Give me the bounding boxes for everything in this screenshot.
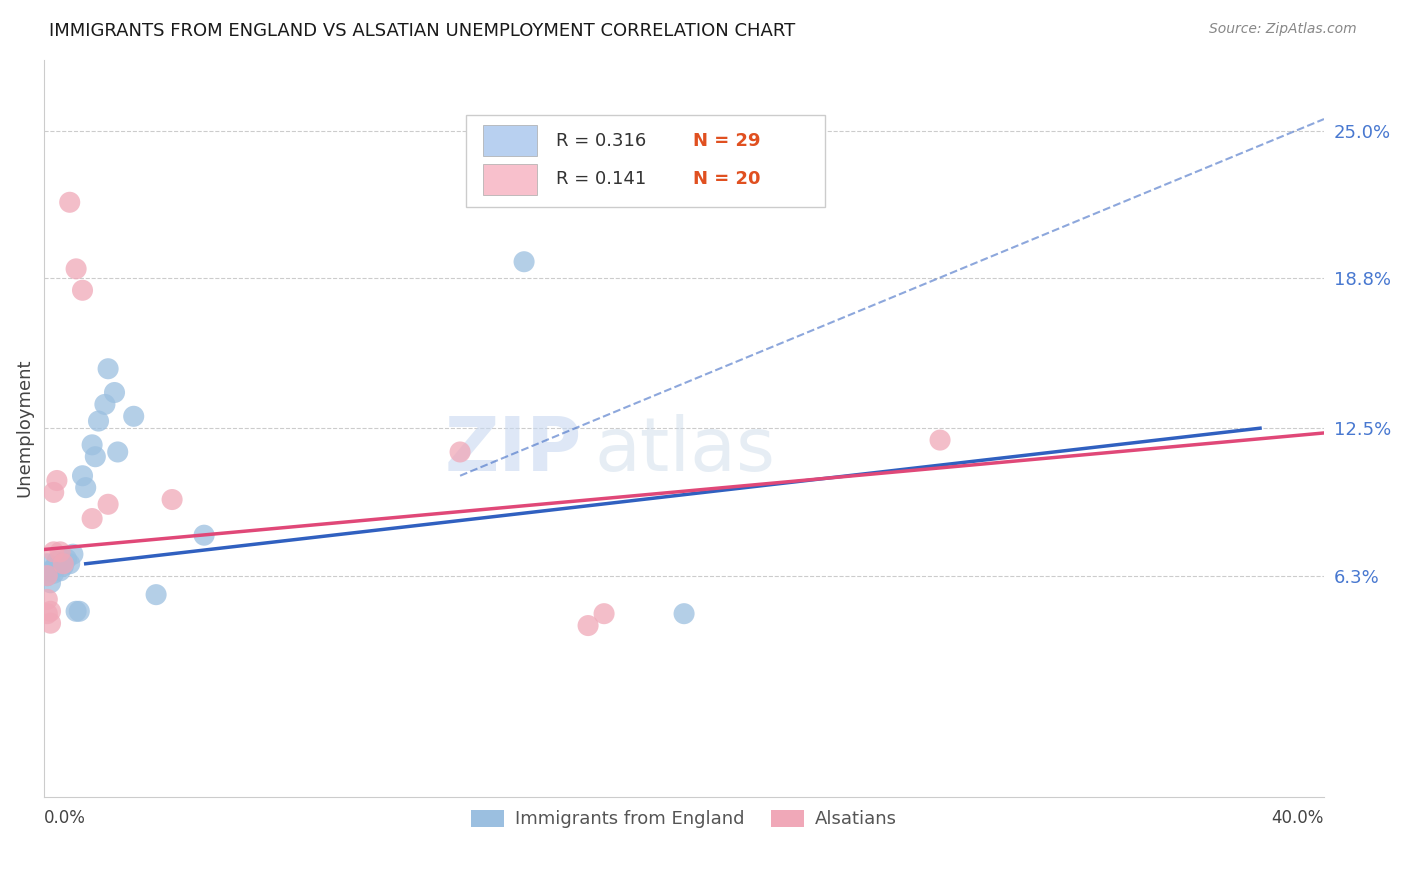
Text: ZIP: ZIP [444,414,582,487]
FancyBboxPatch shape [484,163,537,194]
Point [45,559,67,574]
Text: N = 20: N = 20 [693,170,761,188]
Point [576,618,599,632]
Point [97,361,120,376]
Point [673,607,696,621]
Point [593,607,616,621]
Point [84,450,107,464]
Point [42,561,65,575]
Point [94,397,117,411]
Point [49,545,72,559]
Point [39,604,62,618]
Text: IMMIGRANTS FROM ENGLAND VS ALSATIAN UNEMPLOYMENT CORRELATION CHART: IMMIGRANTS FROM ENGLAND VS ALSATIAN UNEM… [49,22,796,40]
Point [82,511,104,525]
Point [37,607,59,621]
Y-axis label: Unemployment: Unemployment [15,359,32,498]
Point [59,557,82,571]
FancyBboxPatch shape [484,125,537,156]
Point [72,283,94,297]
Point [39,616,62,631]
Point [42,545,65,559]
Text: 0.0%: 0.0% [44,809,86,827]
Point [107,445,129,459]
Point [39,575,62,590]
Point [65,604,87,618]
Point [45,474,67,488]
Point [67,604,90,618]
Point [45,554,67,568]
Point [37,568,59,582]
Point [513,254,536,268]
Point [87,414,110,428]
Point [82,438,104,452]
Point [59,195,82,210]
Text: Source: ZipAtlas.com: Source: ZipAtlas.com [1209,22,1357,37]
Text: atlas: atlas [595,414,776,487]
Point [75,481,97,495]
Point [42,566,65,581]
Legend: Immigrants from England, Alsatians: Immigrants from England, Alsatians [464,803,904,836]
FancyBboxPatch shape [467,115,825,207]
Point [52,559,75,574]
Point [193,528,215,542]
Point [65,261,87,276]
Point [39,564,62,578]
Point [103,385,125,400]
Point [929,433,952,447]
Point [449,445,471,459]
Point [55,552,77,566]
Point [37,592,59,607]
Point [160,492,183,507]
Point [49,564,72,578]
Point [52,557,75,571]
Point [37,557,59,571]
Point [72,468,94,483]
Point [97,497,120,511]
Point [62,547,84,561]
Text: N = 29: N = 29 [693,132,761,150]
Point [37,568,59,582]
Point [122,409,145,424]
Point [42,485,65,500]
Text: 40.0%: 40.0% [1271,809,1324,827]
Point [145,588,167,602]
Text: R = 0.141: R = 0.141 [557,170,647,188]
Text: R = 0.316: R = 0.316 [557,132,647,150]
